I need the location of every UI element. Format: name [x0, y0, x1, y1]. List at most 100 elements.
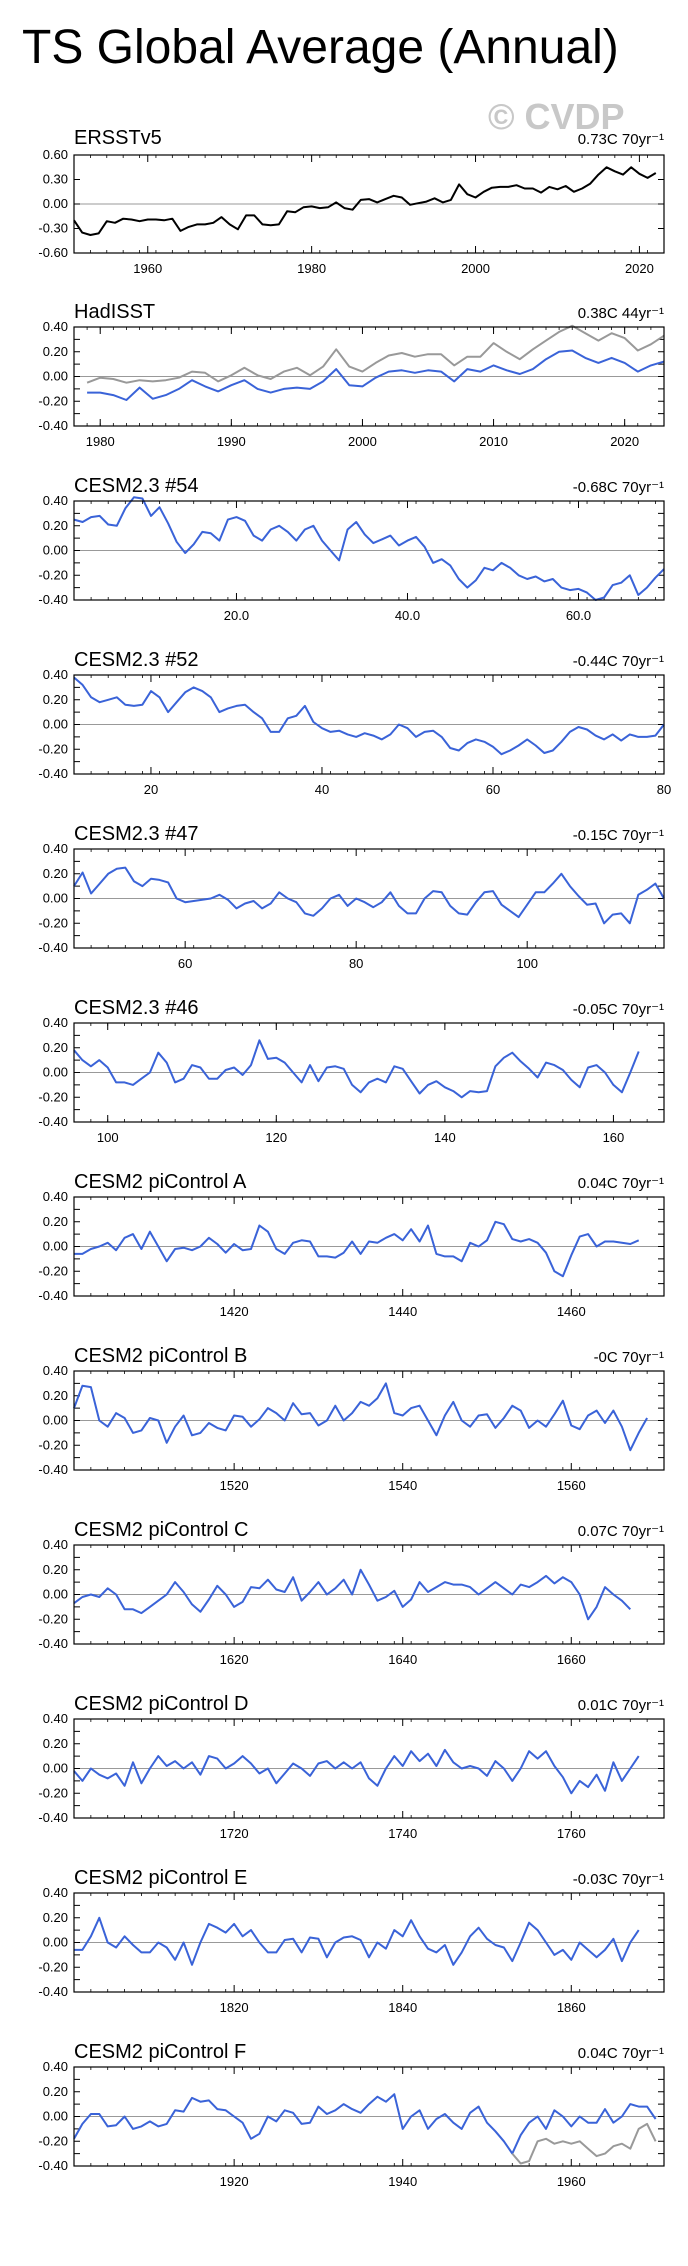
x-tick-label: 1960: [133, 261, 162, 276]
y-tick-label: -0.20: [38, 1785, 68, 1800]
panel-frame: [73, 326, 665, 427]
panel-frame: [73, 500, 665, 601]
panel-title: CESM2 piControl B: [74, 1345, 247, 1367]
x-tick-label: 20.0: [224, 608, 249, 623]
x-tick-label: 1740: [388, 1826, 417, 1841]
y-tick-label: -0.20: [38, 1611, 68, 1626]
x-tick-label: 60.0: [566, 608, 591, 623]
y-tick-label: 0.00: [43, 891, 68, 906]
x-tick-label: 40.0: [395, 608, 420, 623]
series-line: [74, 1220, 640, 1278]
x-tick-label: 1760: [557, 1826, 586, 1841]
x-tick-label: 2000: [348, 434, 377, 449]
y-tick-label: -0.40: [38, 2158, 68, 2173]
series-line: [73, 1748, 640, 1795]
y-tick-label: 0.40: [43, 2059, 68, 2074]
y-tick-label: -0.20: [38, 741, 68, 756]
x-tick-label: 1520: [220, 1478, 249, 1493]
x-tick-label: 60: [178, 956, 192, 971]
trend-label: 0.07C 70yr⁻¹: [578, 1523, 664, 1540]
series-line: [511, 2122, 657, 2165]
series-line: [73, 676, 665, 756]
panel-frame: [73, 154, 665, 254]
x-tick-label: 1820: [220, 2000, 249, 2015]
y-tick-label: 0.00: [43, 717, 68, 732]
x-tick-label: 1990: [217, 434, 246, 449]
y-tick-label: -0.40: [38, 418, 68, 433]
y-tick-label: 0.20: [43, 1562, 68, 1577]
series-line: [73, 1568, 632, 1621]
x-tick-label: 1720: [220, 1826, 249, 1841]
panel-title: CESM2 piControl C: [74, 1519, 249, 1541]
x-tick-label: 1920: [220, 2174, 249, 2189]
y-tick-label: 0.40: [43, 1015, 68, 1030]
trend-label: -0.05C 70yr⁻¹: [573, 1001, 664, 1018]
y-tick-label: 0.40: [43, 667, 68, 682]
y-tick-label: -0.20: [38, 915, 68, 930]
trend-label: 0.04C 70yr⁻¹: [578, 1175, 664, 1192]
x-tick-label: 1460: [557, 1304, 586, 1319]
panel-frame: [73, 1196, 665, 1297]
y-tick-label: 0.40: [43, 493, 68, 508]
x-tick-label: 20: [144, 782, 158, 797]
y-tick-label: -0.40: [38, 766, 68, 781]
y-tick-label: 0.00: [43, 543, 68, 558]
y-tick-label: -0.40: [38, 1462, 68, 1477]
y-tick-label: 0.00: [43, 1239, 68, 1254]
x-tick-label: 1860: [557, 2000, 586, 2015]
trend-label: -0C 70yr⁻¹: [594, 1349, 664, 1366]
y-tick-label: 0.40: [43, 1363, 68, 1378]
series-line: [73, 1039, 640, 1099]
series-line: [87, 349, 665, 401]
panel-frame: [73, 1892, 665, 1993]
x-tick-label: 1540: [388, 1478, 417, 1493]
trend-label: 0.38C 44yr⁻¹: [578, 305, 664, 322]
trend-label: 0.73C 70yr⁻¹: [578, 131, 664, 148]
series-line: [73, 496, 665, 601]
trend-label: -0.44C 70yr⁻¹: [573, 653, 664, 670]
y-tick-label: -0.40: [38, 940, 68, 955]
panel-title: CESM2 piControl D: [74, 1693, 249, 1715]
y-tick-label: -0.30: [38, 221, 68, 236]
panel-title: CESM2.3 #47: [74, 823, 199, 845]
y-tick-label: 0.40: [43, 1189, 68, 1204]
panel-title: CESM2 piControl E: [74, 1867, 247, 1889]
panel-title: CESM2.3 #52: [74, 649, 199, 671]
x-tick-label: 2020: [625, 261, 654, 276]
x-tick-label: 1660: [557, 1652, 586, 1667]
series-line: [73, 866, 665, 925]
y-tick-label: 0.20: [43, 1040, 68, 1055]
x-tick-label: 1940: [388, 2174, 417, 2189]
y-tick-label: 0.00: [43, 1935, 68, 1950]
y-tick-label: 0.40: [43, 319, 68, 334]
y-tick-label: -0.20: [38, 2133, 68, 2148]
panel-title: CESM2.3 #46: [74, 997, 199, 1019]
x-tick-label: 1420: [220, 1304, 249, 1319]
x-tick-label: 1840: [388, 2000, 417, 2015]
panel-frame: [73, 1370, 665, 1471]
y-tick-label: -0.40: [38, 1288, 68, 1303]
y-tick-label: 0.20: [43, 1910, 68, 1925]
y-tick-label: 0.00: [43, 1065, 68, 1080]
y-tick-label: 0.00: [43, 369, 68, 384]
trend-label: 0.04C 70yr⁻¹: [578, 2045, 664, 2062]
series-line: [86, 324, 665, 384]
panel-title: CESM2 piControl A: [74, 1171, 247, 1193]
panel-title: CESM2.3 #54: [74, 475, 199, 497]
panel-title: HadISST: [74, 301, 155, 323]
panel-frame: [73, 1718, 665, 1819]
y-tick-label: -0.20: [38, 1089, 68, 1104]
y-tick-label: 0.40: [43, 1885, 68, 1900]
x-tick-label: 1560: [557, 1478, 586, 1493]
x-tick-label: 2000: [461, 261, 490, 276]
y-tick-label: 0.00: [43, 196, 68, 211]
x-tick-label: 140: [434, 1130, 456, 1145]
x-tick-label: 1640: [388, 1652, 417, 1667]
panel-frame: [73, 2066, 665, 2167]
y-tick-label: 0.20: [43, 344, 68, 359]
panel-frame: [73, 1544, 665, 1645]
x-tick-label: 160: [603, 1130, 625, 1145]
x-tick-label: 1980: [297, 261, 326, 276]
trend-label: -0.68C 70yr⁻¹: [573, 479, 664, 496]
trend-label: -0.15C 70yr⁻¹: [573, 827, 664, 844]
